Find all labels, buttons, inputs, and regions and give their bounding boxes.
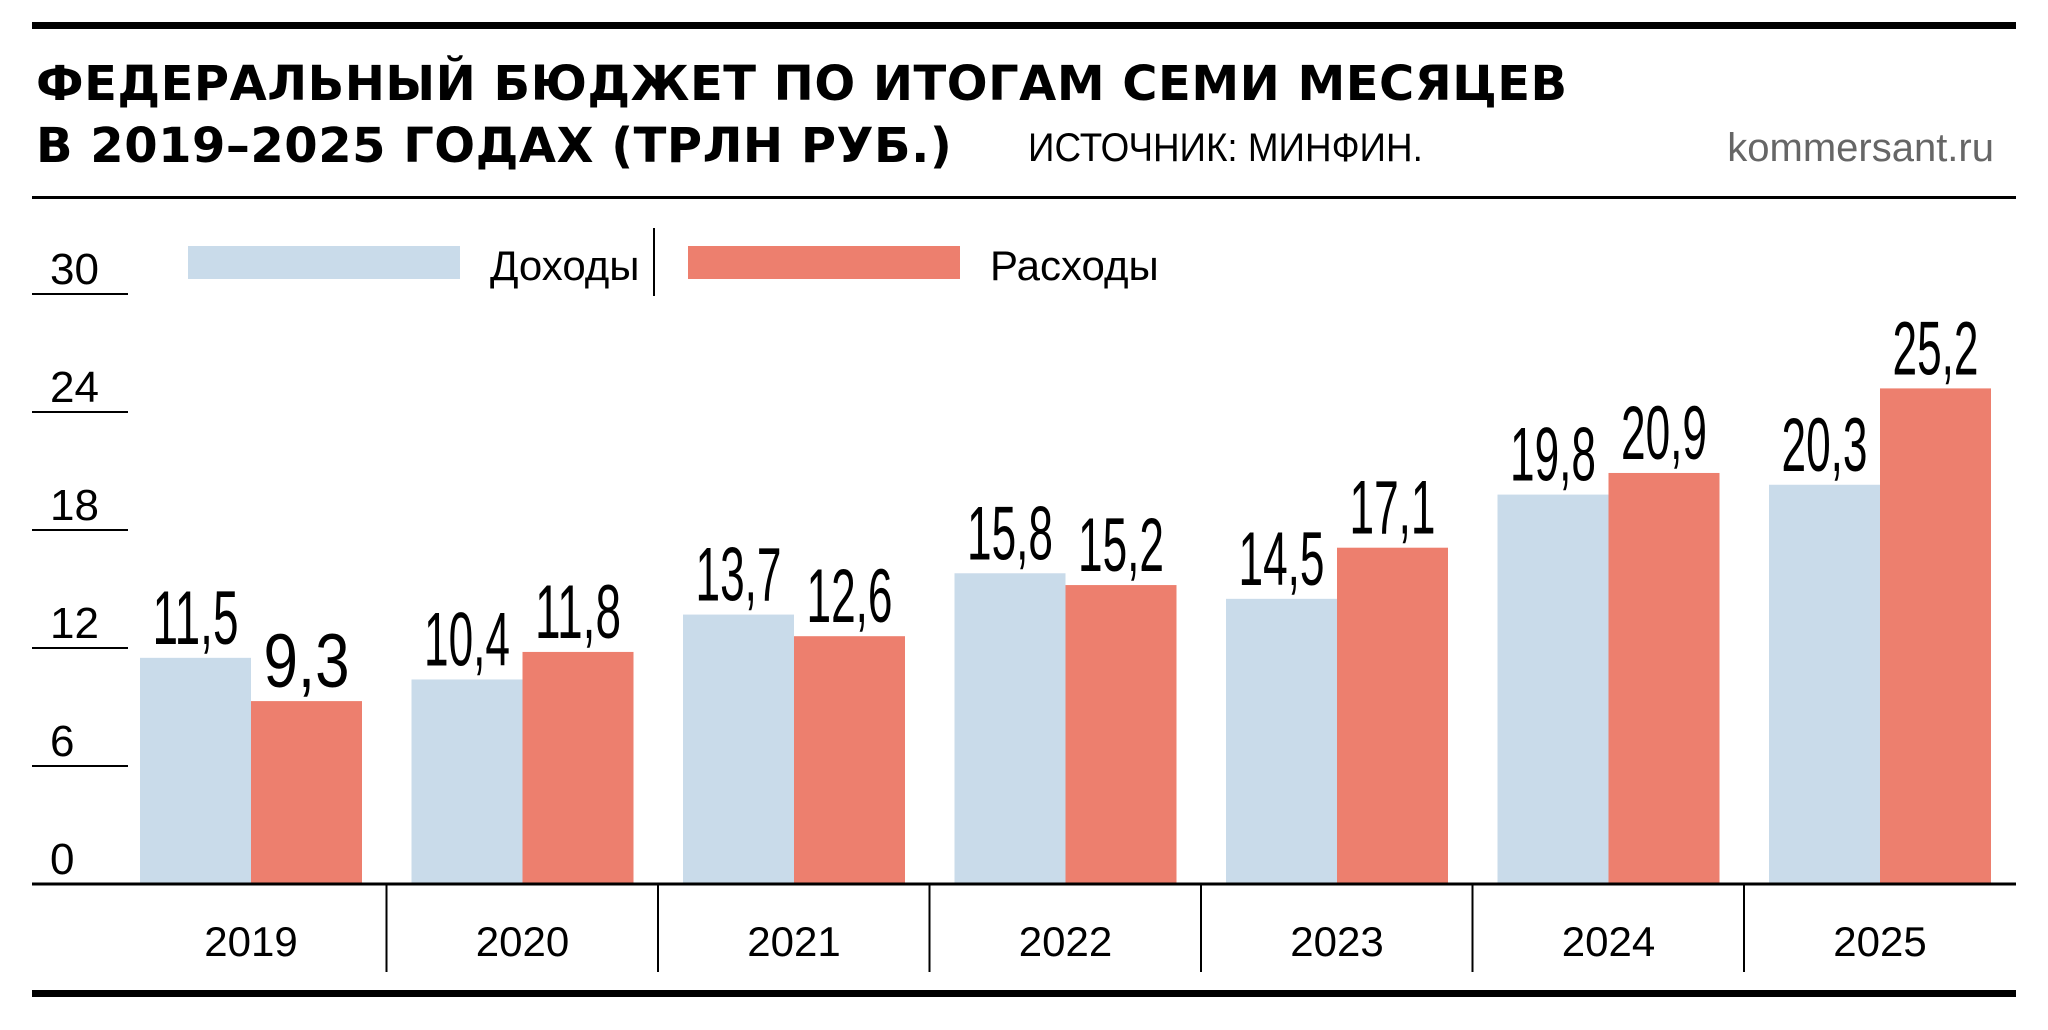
top-rule (32, 22, 2016, 29)
x-tick-label: 2025 (1833, 918, 1926, 965)
data-label: 9,3 (264, 619, 350, 704)
bar-expenses-2019 (251, 701, 362, 884)
header-rule (32, 196, 2016, 199)
bar-expenses-2021 (794, 636, 905, 884)
bars (140, 388, 1991, 884)
x-axis: 2019 2020 2021 2022 2023 2024 2025 (32, 882, 2016, 972)
bar-expenses-2020 (522, 651, 634, 884)
y-tick-label: 12 (50, 599, 99, 648)
y-axis: 0 6 12 18 24 30 (32, 245, 128, 884)
x-tick-label: 2021 (747, 918, 840, 965)
x-tick-label: 2023 (1290, 918, 1383, 965)
bar-expenses-2025 (1880, 388, 1991, 884)
data-label: 14,5 (1239, 517, 1325, 602)
data-labels: 11,5 9,3 10,4 11,8 13,7 12,6 15,8 15,2 14,5 17,1 1… (153, 306, 1979, 704)
bar-expenses-2024 (1608, 472, 1720, 884)
bar-income-2020 (411, 679, 523, 884)
legend-label-income: Доходы (490, 242, 639, 289)
legend: Доходы Расходы (188, 228, 1159, 296)
y-tick-label: 0 (50, 835, 74, 884)
x-tick-label: 2020 (476, 918, 569, 965)
data-label: 20,3 (1782, 403, 1868, 488)
bar-income-2025 (1769, 484, 1880, 884)
y-tick-label: 24 (50, 363, 99, 412)
data-label: 11,5 (153, 576, 239, 661)
bottom-rule (32, 990, 2016, 997)
x-tick-label: 2024 (1562, 918, 1655, 965)
y-tick-label: 18 (50, 481, 99, 530)
x-tick-label: 2019 (204, 918, 297, 965)
data-label: 17,1 (1350, 466, 1436, 551)
chart-title-line-1: ФЕДЕРАЛЬНЫЙ БЮДЖЕТ ПО ИТОГАМ СЕМИ МЕСЯЦЕ… (36, 56, 1568, 112)
data-label: 15,2 (1078, 503, 1164, 588)
data-label: 19,8 (1510, 413, 1596, 498)
data-label: 12,6 (807, 554, 893, 639)
source-note: ИСТОЧНИК: МИНФИН. (1028, 126, 1423, 170)
legend-label-expenses: Расходы (990, 242, 1159, 289)
data-label: 20,9 (1621, 391, 1707, 476)
data-label: 11,8 (535, 570, 621, 655)
bar-income-2021 (683, 614, 794, 884)
y-tick-label: 6 (50, 717, 74, 766)
bar-income-2019 (140, 657, 251, 884)
data-label: 10,4 (424, 597, 510, 682)
bar-expenses-2022 (1065, 585, 1177, 884)
bar-income-2022 (954, 573, 1066, 884)
x-tick-label: 2022 (1019, 918, 1112, 965)
bar-income-2023 (1226, 598, 1337, 884)
chart-title-line-2: В 2019–2025 ГОДАХ (ТРЛН РУБ.) (36, 118, 953, 174)
data-label: 15,8 (967, 491, 1053, 576)
bar-income-2024 (1497, 494, 1609, 884)
data-label: 13,7 (696, 533, 782, 618)
site-credit: kommersant.ru (1727, 126, 1994, 170)
legend-swatch-income (188, 246, 460, 279)
data-label: 25,2 (1893, 306, 1979, 391)
legend-swatch-expenses (688, 246, 960, 279)
bar-expenses-2023 (1337, 547, 1448, 884)
y-tick-label: 30 (50, 245, 99, 294)
